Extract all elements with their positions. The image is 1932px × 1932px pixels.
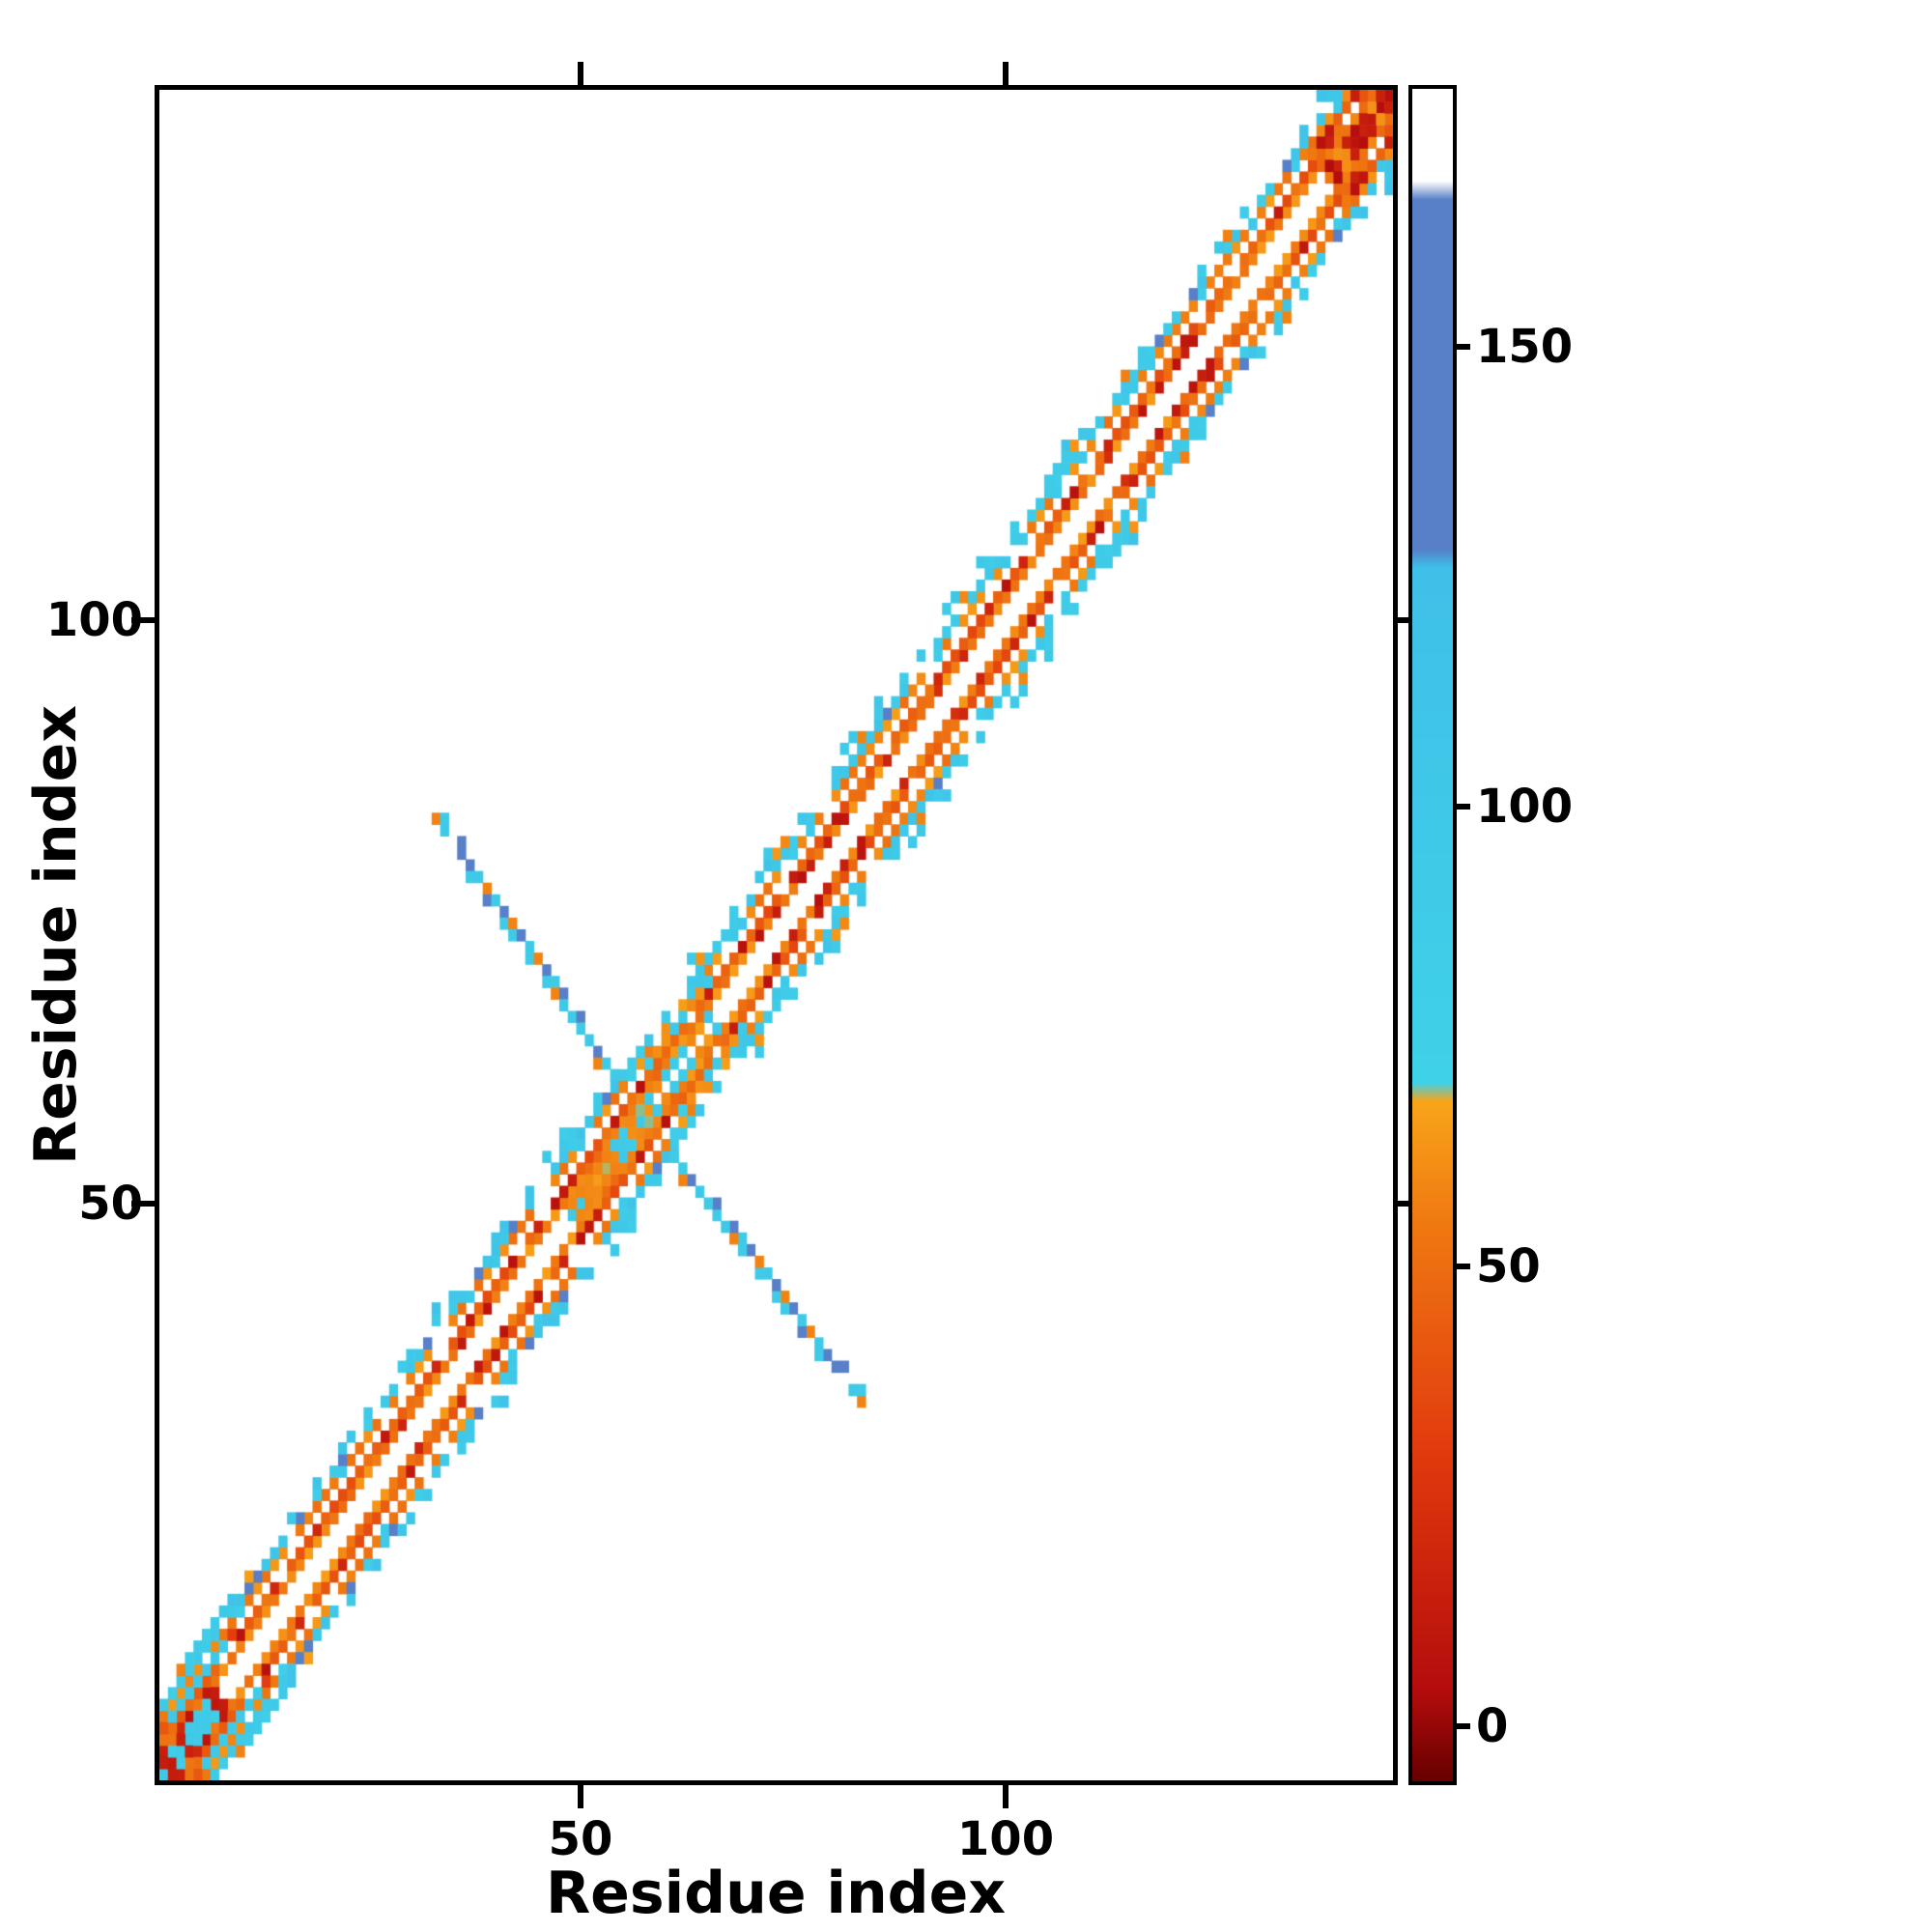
plot-area xyxy=(155,85,1398,1785)
y-tick-mark-left-50 xyxy=(131,1201,155,1207)
x-tick-mark-bottom-50 xyxy=(578,1785,583,1808)
y-axis-label: Residue index xyxy=(22,704,90,1166)
x-axis-label: Residue index xyxy=(545,1860,1007,1927)
x-tick-label-100: 100 xyxy=(956,1812,1055,1866)
y-tick-mark-left-100 xyxy=(131,617,155,623)
colorbar-tick-mark-150 xyxy=(1457,344,1470,350)
colorbar-tick-mark-50 xyxy=(1457,1264,1470,1269)
colorbar-tick-mark-0 xyxy=(1457,1723,1470,1729)
colorbar-tick-label-150: 150 xyxy=(1476,320,1574,374)
heatmap-canvas xyxy=(159,90,1393,1780)
y-tick-label-100: 100 xyxy=(45,593,143,647)
x-tick-label-50: 50 xyxy=(548,1812,613,1866)
colorbar-tick-label-100: 100 xyxy=(1476,780,1574,834)
x-tick-mark-bottom-100 xyxy=(1003,1785,1009,1808)
y-tick-label-50: 50 xyxy=(78,1177,143,1231)
colorbar xyxy=(1408,85,1457,1785)
x-tick-mark-top-50 xyxy=(578,62,583,85)
colorbar-tick-label-0: 0 xyxy=(1476,1699,1509,1753)
y-tick-mark-right-50 xyxy=(1398,1201,1409,1207)
x-tick-mark-top-100 xyxy=(1003,62,1009,85)
colorbar-tick-mark-100 xyxy=(1457,804,1470,810)
y-tick-mark-right-100 xyxy=(1398,617,1409,623)
colorbar-canvas xyxy=(1412,89,1453,1781)
colorbar-tick-label-50: 50 xyxy=(1476,1239,1541,1293)
